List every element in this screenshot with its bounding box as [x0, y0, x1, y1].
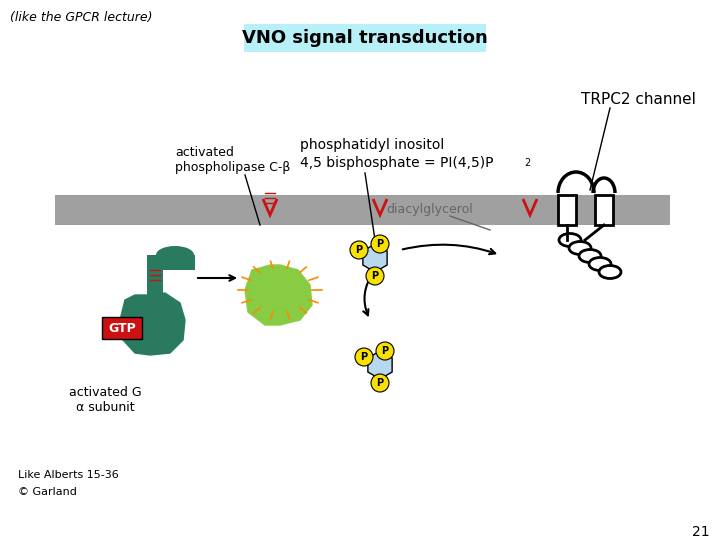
Text: © Garland: © Garland: [18, 487, 77, 497]
Circle shape: [371, 374, 389, 392]
Text: P: P: [382, 346, 389, 356]
Polygon shape: [363, 244, 387, 272]
Polygon shape: [120, 293, 185, 355]
Text: activated
phospholipase C-β: activated phospholipase C-β: [175, 146, 290, 174]
Circle shape: [371, 235, 389, 253]
Ellipse shape: [589, 258, 611, 271]
Text: P: P: [377, 239, 384, 249]
Bar: [55, 195, 670, 213]
Circle shape: [376, 342, 394, 360]
FancyBboxPatch shape: [102, 317, 142, 339]
Text: (like the GPCR lecture): (like the GPCR lecture): [10, 11, 153, 24]
Circle shape: [355, 348, 373, 366]
Text: GTP: GTP: [108, 321, 136, 334]
Text: P: P: [356, 245, 363, 255]
Text: P: P: [361, 352, 368, 362]
Polygon shape: [147, 267, 163, 295]
Text: P: P: [377, 378, 384, 388]
Ellipse shape: [569, 241, 591, 254]
Text: P: P: [372, 271, 379, 281]
Text: activated G
α subunit: activated G α subunit: [68, 386, 141, 414]
Ellipse shape: [579, 249, 601, 262]
Ellipse shape: [156, 246, 194, 264]
Text: Like Alberts 15-36: Like Alberts 15-36: [18, 470, 119, 480]
Text: diacylglycerol: diacylglycerol: [387, 204, 473, 217]
Text: 21: 21: [693, 525, 710, 539]
Polygon shape: [245, 265, 312, 325]
Bar: [55, 207, 670, 225]
Bar: [55, 207, 670, 213]
Circle shape: [366, 267, 384, 285]
FancyBboxPatch shape: [244, 24, 486, 52]
Ellipse shape: [559, 233, 581, 246]
Text: phosphatidyl inositol: phosphatidyl inositol: [300, 138, 444, 152]
Circle shape: [350, 241, 368, 259]
Text: 2: 2: [524, 158, 530, 168]
Polygon shape: [147, 255, 195, 270]
Text: VNO signal transduction: VNO signal transduction: [242, 29, 488, 47]
Polygon shape: [368, 351, 392, 379]
Text: 4,5 bisphosphate = PI(4,5)P: 4,5 bisphosphate = PI(4,5)P: [300, 156, 493, 170]
Bar: [558, 195, 576, 225]
Text: TRPC2 channel: TRPC2 channel: [580, 92, 696, 107]
Bar: [595, 195, 613, 225]
Ellipse shape: [599, 266, 621, 279]
